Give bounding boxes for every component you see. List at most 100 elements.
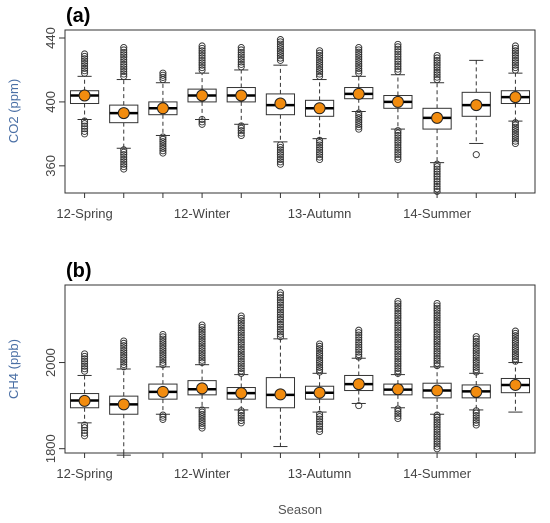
outlier-point (394, 60, 402, 68)
outlier-point (355, 118, 363, 126)
outlier-point (159, 411, 167, 419)
mean-point (352, 378, 365, 391)
outlier-point (276, 151, 284, 159)
outlier-point (81, 127, 89, 135)
outlier-point (355, 44, 363, 52)
outlier-point (316, 359, 324, 367)
outlier-point (276, 333, 284, 341)
outlier-point (198, 356, 206, 364)
outlier-point (276, 316, 284, 324)
outlier-point (120, 46, 128, 54)
mean-point (313, 386, 326, 399)
outlier-point (394, 343, 402, 351)
outlier-point (316, 361, 324, 369)
outlier-point (433, 421, 441, 429)
outlier-point (394, 364, 402, 373)
outlier-point (355, 64, 363, 73)
outlier-point (81, 57, 89, 65)
outlier-point (472, 407, 480, 415)
outlier-point (433, 345, 441, 353)
y-axis-b: 1800 2000 (43, 348, 65, 463)
outlier-point (433, 437, 441, 446)
outlier-point (237, 326, 245, 334)
outlier-point (159, 142, 167, 150)
box-6 (265, 289, 296, 448)
outlier-point (394, 407, 402, 415)
outlier-point (394, 55, 402, 63)
outlier-point (394, 302, 402, 310)
outlier-point (316, 51, 324, 59)
outlier-point (511, 128, 519, 136)
outlier-point (316, 58, 324, 66)
outlier-point (433, 338, 441, 346)
outlier-point (355, 69, 363, 77)
outlier-point (433, 316, 441, 324)
outlier-point (433, 362, 441, 370)
outlier-point (316, 148, 324, 156)
box-5 (226, 44, 256, 140)
outlier-point (316, 141, 324, 149)
outlier-point (81, 426, 89, 434)
outlier-point (316, 136, 324, 144)
outlier-point (81, 64, 89, 72)
outlier-point (355, 336, 363, 344)
outlier-point (237, 333, 245, 342)
outlier-point (316, 72, 324, 80)
outlier-point (433, 175, 441, 183)
outlier-point (237, 314, 245, 322)
outlier-point (120, 360, 128, 369)
outlier-point (433, 71, 441, 79)
outlier-point (394, 321, 402, 329)
outlier-point (120, 60, 128, 68)
outlier-point (276, 313, 284, 321)
outlier-point (316, 143, 324, 152)
outlier-point (355, 46, 363, 54)
outlier-point (316, 345, 324, 353)
outlier-point (511, 327, 519, 335)
outlier-point (198, 54, 206, 62)
outlier-point (472, 421, 480, 429)
outlier-point (276, 291, 284, 299)
outlier-point (433, 59, 441, 67)
outlier-point (433, 187, 441, 195)
y-tick-label: 1800 (43, 434, 58, 463)
outlier-point (355, 60, 363, 68)
outlier-point (433, 425, 441, 434)
outlier-point (511, 346, 519, 354)
box-10 (422, 52, 452, 195)
outlier-point (81, 67, 89, 75)
outlier-point (394, 412, 402, 420)
outlier-point (276, 303, 284, 311)
outlier-point (511, 61, 519, 69)
panel-label-b: (b) (66, 260, 92, 282)
outlier-point (511, 137, 519, 145)
outlier-point (316, 54, 324, 62)
outlier-point (472, 368, 480, 376)
outlier-point (394, 324, 402, 332)
outlier-point (472, 411, 480, 420)
outlier-point (394, 319, 402, 327)
outlier-point (316, 155, 324, 163)
outlier-point (237, 44, 245, 52)
outlier-point (237, 51, 245, 59)
outlier-point (276, 36, 284, 44)
outlier-point (472, 416, 480, 424)
outlier-point (198, 358, 206, 367)
outlier-point (433, 416, 441, 424)
outlier-point (355, 402, 363, 410)
outlier-point (394, 360, 402, 368)
outlier-point (276, 323, 284, 331)
outlier-point (394, 139, 402, 147)
outlier-point (355, 341, 363, 349)
outlier-point (394, 300, 402, 308)
outlier-point (159, 342, 167, 350)
outlier-point (81, 367, 89, 375)
outlier-point (355, 51, 363, 59)
outlier-point (120, 158, 128, 166)
outlier-point (394, 312, 402, 320)
outlier-point (198, 64, 206, 72)
outlier-point (120, 356, 128, 364)
outlier-point (433, 435, 441, 443)
outlier-point (276, 298, 284, 307)
outlier-point (237, 319, 245, 327)
